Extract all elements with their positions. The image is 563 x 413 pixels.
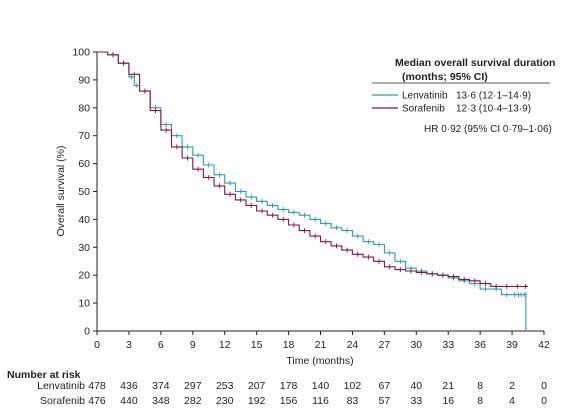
risk-count: 40 <box>410 380 422 392</box>
risk-count: 8 <box>477 380 483 392</box>
y-ticks: 0 10 20 30 40 50 60 70 80 90 100 <box>72 47 97 338</box>
risk-count: 57 <box>379 395 391 407</box>
risk-count: 4 <box>509 395 515 407</box>
survival-curve-sorafenib <box>97 51 528 287</box>
x-tick-label: 33 <box>442 339 454 351</box>
x-tick-label: 39 <box>506 339 518 351</box>
risk-count: 348 <box>152 395 170 407</box>
y-tick-label: 50 <box>78 186 90 198</box>
y-tick-label: 0 <box>84 326 90 338</box>
x-tick-label: 24 <box>347 339 359 351</box>
risk-row-label-lenvatinib: Lenvatinib <box>37 380 85 392</box>
x-axis-title: Time (months) <box>286 355 353 367</box>
x-tick-label: 3 <box>126 339 132 351</box>
risk-count: 156 <box>280 395 298 407</box>
risk-count: 21 <box>442 380 454 392</box>
legend-label-sorafenib: Sorafenib <box>402 104 445 115</box>
x-tick-label: 15 <box>251 339 263 351</box>
y-tick-label: 80 <box>78 102 90 114</box>
risk-count: 436 <box>120 380 138 392</box>
x-tick-label: 27 <box>379 339 391 351</box>
x-tick-label: 6 <box>158 339 164 351</box>
risk-count: 297 <box>184 380 202 392</box>
x-tick-label: 21 <box>315 339 327 351</box>
risk-count: 478 <box>88 380 106 392</box>
y-tick-label: 100 <box>72 47 90 59</box>
y-tick-label: 30 <box>78 242 90 254</box>
x-tick-label: 12 <box>219 339 231 351</box>
risk-count: 207 <box>248 380 266 392</box>
legend-entries: Lenvatinib 13·6 (12·1–14·9) Sorafenib 12·3 … <box>372 91 531 115</box>
hazard-ratio-annotation: HR 0·92 (95% CI 0·79–1·06) <box>424 124 552 135</box>
risk-count: 230 <box>216 395 234 407</box>
x-tick-label: 30 <box>410 339 422 351</box>
y-tick-label: 60 <box>78 158 90 170</box>
risk-count: 102 <box>344 380 362 392</box>
risk-count: 178 <box>280 380 298 392</box>
risk-count: 140 <box>312 380 330 392</box>
number-at-risk-heading: Number at risk <box>7 369 81 381</box>
x-tick-label: 36 <box>474 339 486 351</box>
x-tick-label: 42 <box>538 339 550 351</box>
risk-count: 33 <box>410 395 422 407</box>
y-axis-title: Overall survival (%) <box>55 145 67 236</box>
x-tick-label: 18 <box>283 339 295 351</box>
risk-count: 67 <box>379 380 391 392</box>
risk-count: 116 <box>312 395 329 407</box>
risk-count: 192 <box>248 395 266 407</box>
risk-count: 83 <box>347 395 359 407</box>
x-ticks: 0 3 6 9 12 15 18 21 24 27 30 33 36 39 42 <box>94 331 550 351</box>
legend-stat-lenvatinib: 13·6 (12·1–14·9) <box>456 91 531 102</box>
legend-title-line-1: Median overall survival duration <box>395 57 555 69</box>
y-tick-label: 90 <box>78 74 90 86</box>
risk-count: 374 <box>152 380 170 392</box>
number-at-risk-table: Number at risk Lenvatinib 478 436 374 297 253… <box>7 369 547 407</box>
risk-count: 16 <box>442 395 454 407</box>
y-tick-label: 20 <box>78 270 90 282</box>
risk-count: 282 <box>184 395 202 407</box>
risk-count: 476 <box>88 395 106 407</box>
risk-count: 2 <box>509 380 515 392</box>
number-at-risk-rows: Lenvatinib 478 436 374 297 253 207 178 140 102 67 4… <box>37 380 547 407</box>
risk-count: 0 <box>541 380 547 392</box>
y-tick-label: 10 <box>78 298 90 310</box>
legend-title-line-2: (months; 95% CI) <box>402 71 488 83</box>
risk-count: 8 <box>477 395 483 407</box>
x-tick-label: 9 <box>190 339 196 351</box>
risk-count: 253 <box>216 380 234 392</box>
survival-curves <box>97 51 528 331</box>
risk-count: 440 <box>120 395 138 407</box>
risk-row-label-sorafenib: Sorafenib <box>40 395 85 407</box>
legend-label-lenvatinib: Lenvatinib <box>402 91 448 102</box>
legend: Median overall survival duration (months… <box>372 57 555 135</box>
risk-count: 0 <box>541 395 547 407</box>
x-tick-label: 0 <box>94 339 100 351</box>
y-tick-label: 70 <box>78 130 90 142</box>
y-tick-label: 40 <box>78 214 90 226</box>
legend-stat-sorafenib: 12·3 (10·4–13·9) <box>456 104 531 115</box>
